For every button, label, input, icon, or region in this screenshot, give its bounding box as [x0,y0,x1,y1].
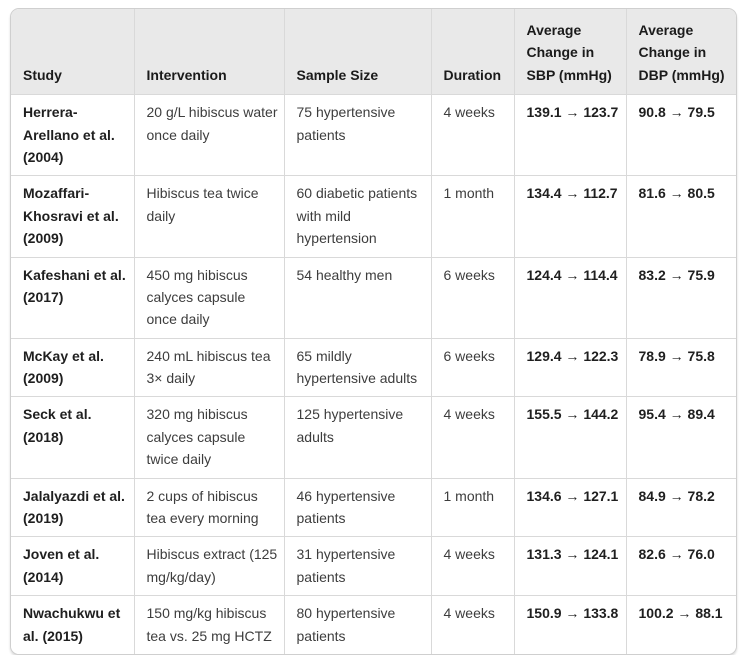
cell-sample-size: 60 diabetic patients with mild hypertens… [283,175,431,258]
column-header-duration: Duration [430,9,514,95]
cell-study: Kafeshani et al. (2017) [11,256,134,339]
cell-study: McKay et al. (2009) [11,337,134,397]
cell-dbp-change: 95.4 → 89.4 [625,396,736,479]
cell-intervention: Hibiscus extract (125 mg/kg/day) [133,536,284,596]
table-row: Nwachukwu et al. (2015) 150 mg/kg hibisc… [11,595,736,654]
cell-sample-size: 65 mildly hypertensive adults [283,337,431,397]
cell-study: Nwachukwu et al. (2015) [11,595,134,654]
column-header-dbp: Average Change in DBP (mmHg) [625,9,736,95]
table-row: Mozaffari-Khosravi et al. (2009) Hibiscu… [11,175,736,258]
table-row: Seck et al. (2018) 320 mg hibiscus calyc… [11,396,736,479]
cell-duration: 4 weeks [430,536,514,596]
cell-sbp-change: 131.3 → 124.1 [513,536,626,596]
cell-duration: 6 weeks [430,256,514,339]
cell-intervention: 320 mg hibiscus calyces capsule twice da… [133,396,284,479]
column-header-study: Study [11,9,134,95]
cell-sbp-change: 124.4 → 114.4 [513,256,626,339]
studies-table: Study Intervention Sample Size Duration … [11,9,736,654]
studies-table-card: Study Intervention Sample Size Duration … [10,8,737,655]
cell-sample-size: 80 hypertensive patients [283,595,431,654]
cell-study: Joven et al. (2014) [11,536,134,596]
cell-intervention: 2 cups of hibiscus tea every morning [133,477,284,537]
header-row: Study Intervention Sample Size Duration … [11,9,736,95]
cell-sbp-change: 139.1 → 123.7 [513,94,626,176]
cell-intervention: 450 mg hibiscus calyces capsule once dai… [133,256,284,339]
cell-duration: 1 month [430,175,514,258]
table-row: Joven et al. (2014) Hibiscus extract (12… [11,536,736,596]
table-row: Jalalyazdi et al. (2019) 2 cups of hibis… [11,477,736,537]
cell-intervention: Hibiscus tea twice daily [133,175,284,258]
cell-intervention: 20 g/L hibiscus water once daily [133,94,284,176]
cell-duration: 4 weeks [430,396,514,479]
cell-sbp-change: 134.6 → 127.1 [513,477,626,537]
table-row: Herrera-Arellano et al. (2004) 20 g/L hi… [11,94,736,176]
cell-sbp-change: 134.4 → 112.7 [513,175,626,258]
cell-study: Herrera-Arellano et al. (2004) [11,94,134,176]
cell-sample-size: 54 healthy men [283,256,431,339]
cell-study: Seck et al. (2018) [11,396,134,479]
cell-duration: 1 month [430,477,514,537]
cell-duration: 4 weeks [430,94,514,176]
table-row: Kafeshani et al. (2017) 450 mg hibiscus … [11,256,736,339]
cell-dbp-change: 82.6 → 76.0 [625,536,736,596]
cell-dbp-change: 84.9 → 78.2 [625,477,736,537]
cell-dbp-change: 78.9 → 75.8 [625,337,736,397]
cell-duration: 6 weeks [430,337,514,397]
cell-sample-size: 46 hypertensive patients [283,477,431,537]
cell-sbp-change: 129.4 → 122.3 [513,337,626,397]
cell-sbp-change: 155.5 → 144.2 [513,396,626,479]
cell-sample-size: 75 hypertensive patients [283,94,431,176]
column-header-intervention: Intervention [133,9,284,95]
cell-sbp-change: 150.9 → 133.8 [513,595,626,654]
cell-dbp-change: 83.2 → 75.9 [625,256,736,339]
column-header-sample-size: Sample Size [283,9,431,95]
cell-dbp-change: 90.8 → 79.5 [625,94,736,176]
column-header-sbp: Average Change in SBP (mmHg) [513,9,626,95]
cell-intervention: 150 mg/kg hibiscus tea vs. 25 mg HCTZ [133,595,284,654]
cell-dbp-change: 81.6 → 80.5 [625,175,736,258]
cell-sample-size: 31 hypertensive patients [283,536,431,596]
cell-study: Jalalyazdi et al. (2019) [11,477,134,537]
cell-duration: 4 weeks [430,595,514,654]
table-row: McKay et al. (2009) 240 mL hibiscus tea … [11,337,736,397]
cell-sample-size: 125 hypertensive adults [283,396,431,479]
cell-dbp-change: 100.2 → 88.1 [625,595,736,654]
cell-study: Mozaffari-Khosravi et al. (2009) [11,175,134,258]
cell-intervention: 240 mL hibiscus tea 3× daily [133,337,284,397]
